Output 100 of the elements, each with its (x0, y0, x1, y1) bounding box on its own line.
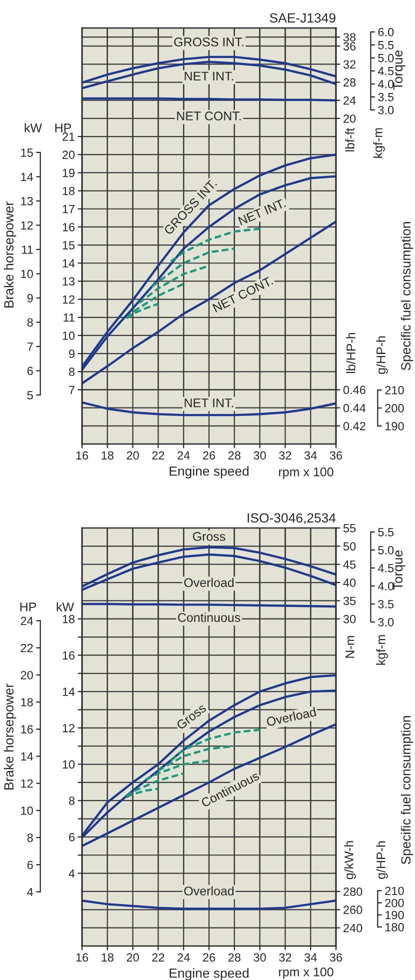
x-tick-label: 30 (254, 953, 266, 962)
x-tick-label: 18 (102, 451, 114, 460)
y-tick-label: 17 (62, 205, 74, 214)
y2-tick-label: 10 (21, 270, 33, 278)
y2-axis-title: kgf-m (376, 635, 388, 665)
y-tick-label: 8 (69, 368, 75, 376)
x-tick-label: 32 (279, 451, 292, 460)
text: Overload (266, 707, 316, 726)
text: Torque (393, 550, 406, 590)
y2-tick-label: 3.5 (378, 92, 394, 102)
y2-tick-label: 8 (27, 318, 33, 327)
y2-tick-label: 9 (27, 294, 33, 302)
y-axis-title: N-m (346, 636, 354, 658)
y-tick-label: 18 (62, 186, 75, 196)
y2-tick-label: 200 (385, 898, 404, 908)
y2-tick-label: 22 (20, 644, 33, 652)
y-tick-label: 40 (343, 578, 356, 587)
x-axis-title: Engine speed (170, 968, 249, 980)
y-tick-label: 45 (343, 560, 356, 569)
y2-tick-label: 4.5 (378, 67, 394, 76)
y2-tick-label: 4 (27, 888, 34, 896)
series-label: NET INT. (184, 398, 234, 408)
y-tick-label: 14 (62, 259, 75, 268)
y-tick-label: 16 (62, 651, 75, 660)
y2-tick-label: 180 (386, 923, 404, 932)
y2-tick-label: 3.5 (378, 600, 394, 608)
y-tick-label: 19 (62, 168, 74, 178)
y-tick-label: 20 (62, 150, 75, 160)
y-tick-label: 10 (62, 760, 75, 769)
y2-tick-label: 190 (386, 422, 404, 430)
y-axis-title: HP (55, 124, 72, 132)
x-tick-label: 20 (126, 953, 139, 962)
y2-tick-label: 210 (385, 386, 404, 394)
y-tick-label: 7 (69, 386, 74, 394)
y2-tick-label: 15 (21, 148, 33, 157)
y2-tick-label: 10 (21, 806, 33, 815)
text: Specific fuel consumption (400, 222, 414, 370)
series-label: Gross (192, 532, 226, 541)
y2-tick-label: 7 (27, 342, 33, 351)
y2-axis-title: g/HP-h (376, 841, 388, 879)
x-tick-label: 26 (203, 953, 216, 962)
y-axis-title: lb/HP-h (346, 332, 356, 373)
text: Brake horsepower (4, 684, 16, 790)
y2-tick-label: 18 (21, 698, 33, 706)
y2-tick-label: 20 (20, 670, 33, 680)
y2-tick-label: 5.5 (378, 41, 394, 50)
y-tick-label: 16 (62, 222, 75, 232)
y-tick-label: 30 (343, 614, 356, 624)
y-tick-label: 32 (343, 60, 356, 69)
y-tick-label: 280 (344, 888, 362, 896)
y-tick-label: 15 (62, 241, 75, 250)
x-tick-label: 24 (178, 451, 190, 460)
y2-tick-label: 4.5 (378, 564, 394, 572)
x-tick-label: 26 (203, 451, 216, 460)
y-tick-label: 10 (62, 332, 75, 340)
y2-tick-label: 14 (21, 172, 34, 181)
text: Torque (393, 50, 406, 90)
y2-tick-label: 190 (386, 910, 404, 920)
x-tick-label: 16 (76, 451, 88, 460)
y-tick-label: 21 (62, 132, 74, 141)
y-tick-label: 38 (343, 33, 356, 42)
series-label: Continuous (178, 612, 240, 622)
x-tick-label: 34 (304, 953, 317, 962)
y2-tick-label: 12 (21, 221, 33, 230)
x-tick-label: 18 (102, 953, 114, 962)
y-tick-label: 36 (343, 42, 356, 50)
series-label: GROSS INT. (174, 38, 244, 46)
text: rpm x 100 (279, 968, 334, 979)
y-tick-label: 12 (62, 295, 74, 304)
x-tick-label: 28 (228, 451, 240, 460)
y-tick-label: 0.44 (343, 404, 366, 412)
y2-tick-label: 3.0 (378, 106, 394, 114)
y2-tick-label: 14 (21, 752, 34, 761)
y2-axis-title: g/HP-h (376, 336, 388, 374)
y2-tick-label: 5 (27, 391, 33, 400)
y2-tick-label: 4.0 (378, 582, 394, 590)
text: NET INT. (238, 198, 286, 226)
x-tick-label: 20 (126, 451, 139, 460)
series-label: Overload (184, 578, 234, 588)
x-tick-label: 28 (228, 953, 240, 962)
y2-tick-label: 11 (22, 246, 33, 254)
y-tick-label: 24 (344, 96, 356, 105)
y2-tick-label: 8 (27, 834, 33, 842)
y-tick-label: 4 (68, 869, 75, 878)
y2-tick-label: 13 (21, 196, 33, 206)
y-tick-label: 260 (344, 906, 362, 914)
y2-tick-label: 4.0 (378, 80, 394, 88)
y2-tick-label: 24 (20, 616, 34, 625)
x-axis-title: Engine speed (170, 466, 249, 478)
y-tick-label: 28 (344, 78, 356, 87)
y2-tick-label: 6 (27, 860, 33, 870)
y-tick-label: 0.42 (343, 422, 366, 430)
text: Specific fuel consumption (400, 716, 414, 864)
y2-axis-title: kW (24, 123, 42, 132)
y-tick-label: 6 (69, 832, 75, 842)
y-tick-label: 55 (343, 524, 356, 532)
y-tick-label: 50 (343, 542, 356, 551)
x-tick-label: 36 (330, 953, 342, 962)
x-tick-label: 34 (304, 451, 317, 460)
x-tick-label: 36 (330, 451, 342, 460)
